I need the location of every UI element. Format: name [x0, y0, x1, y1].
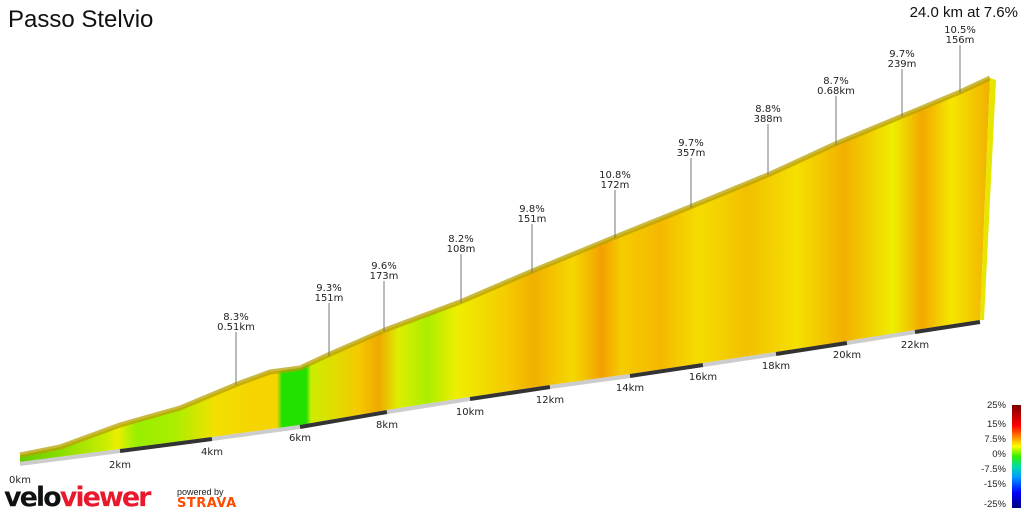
legend-label-7-5: 7.5%	[984, 434, 1006, 445]
svg-text:10.5%: 10.5%	[944, 25, 976, 36]
legend-label-25: 25%	[986, 400, 1006, 411]
legend-label-15: 15%	[986, 419, 1006, 430]
tick-20km: 20km	[833, 350, 861, 361]
legend-label-0: 0%	[992, 449, 1006, 460]
svg-text:9.8%: 9.8%	[519, 204, 544, 215]
svg-text:10.8%: 10.8%	[599, 170, 631, 181]
powered-by-label: powered by	[177, 487, 224, 497]
svg-text:151m: 151m	[518, 214, 547, 225]
svg-text:8.3%: 8.3%	[223, 312, 248, 323]
svg-text:151m: 151m	[315, 293, 344, 304]
svg-text:0.51km: 0.51km	[217, 322, 255, 333]
svg-text:108m: 108m	[447, 244, 476, 255]
tick-18km: 18km	[762, 361, 790, 372]
tick-22km: 22km	[901, 340, 929, 351]
tick-16km: 16km	[689, 372, 717, 383]
svg-text:9.7%: 9.7%	[889, 49, 914, 60]
svg-text:172m: 172m	[601, 180, 630, 191]
tick-8km: 8km	[376, 420, 398, 431]
legend-label-neg-7-5: -7.5%	[981, 464, 1006, 475]
svg-text:9.6%: 9.6%	[371, 261, 396, 272]
svg-text:239m: 239m	[888, 59, 917, 70]
legend-label-neg-25: -25%	[983, 499, 1006, 510]
climb-summary: 24.0 km at 7.6%	[909, 4, 1018, 21]
svg-text:0.68km: 0.68km	[817, 86, 855, 97]
logo-viewer: viewer	[59, 482, 152, 513]
tick-6km: 6km	[289, 433, 311, 444]
profile-ridge	[19, 75, 992, 458]
gradient-color-scale	[1012, 405, 1021, 508]
annotation-labels: 8.3% 0.51km 9.3% 151m 9.6% 173m 8.2% 108…	[217, 25, 976, 333]
tick-2km: 2km	[109, 460, 131, 471]
svg-text:156m: 156m	[946, 35, 975, 46]
legend-label-neg-15: -15%	[983, 479, 1006, 490]
svg-text:8.8%: 8.8%	[755, 104, 780, 115]
svg-text:388m: 388m	[754, 114, 783, 125]
tick-10km: 10km	[456, 407, 484, 418]
distance-axis	[19, 320, 981, 466]
x-tick-labels: 0km 2km 4km 6km 8km 10km 12km 14km 16km …	[9, 340, 929, 486]
logo-velo: velo	[4, 482, 62, 513]
gradient-annotations	[235, 45, 961, 385]
tick-14km: 14km	[616, 383, 644, 394]
tick-4km: 4km	[201, 447, 223, 458]
svg-text:9.3%: 9.3%	[316, 283, 341, 294]
svg-text:8.7%: 8.7%	[823, 76, 848, 87]
profile-body	[20, 78, 990, 462]
profile-right-face	[980, 78, 996, 320]
svg-text:173m: 173m	[370, 271, 399, 282]
veloviewer-logo[interactable]: veloviewer	[4, 482, 152, 513]
tick-12km: 12km	[536, 395, 564, 406]
svg-text:8.2%: 8.2%	[448, 234, 473, 245]
strava-logo[interactable]: STRAVA	[177, 496, 237, 511]
climb-title: Passo Stelvio	[8, 6, 154, 33]
svg-text:357m: 357m	[677, 148, 706, 159]
tick-0km: 0km	[9, 475, 31, 486]
svg-text:9.7%: 9.7%	[678, 138, 703, 149]
